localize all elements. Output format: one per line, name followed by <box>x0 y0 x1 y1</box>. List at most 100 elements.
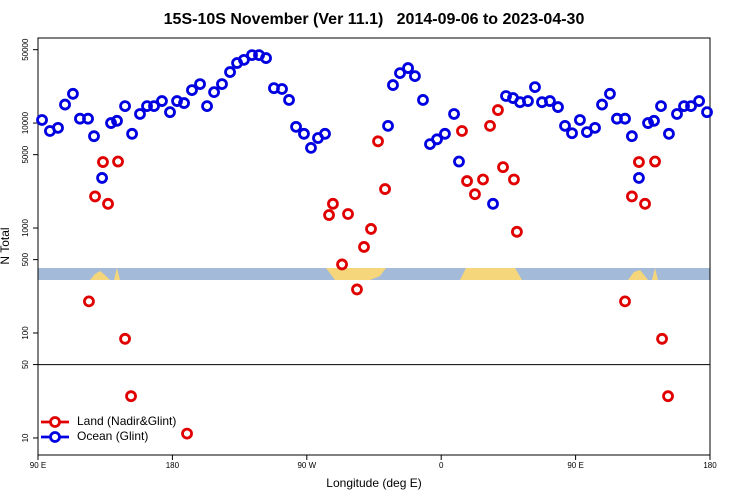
point <box>105 117 117 129</box>
point <box>111 114 123 127</box>
point <box>648 114 660 127</box>
point <box>298 127 310 140</box>
land-shape <box>90 271 110 280</box>
point <box>141 100 153 113</box>
plot-frame <box>37 37 711 456</box>
x-tick-label: 180 <box>166 461 180 470</box>
point <box>186 84 198 97</box>
point <box>566 127 578 140</box>
point <box>52 121 64 134</box>
point <box>574 114 586 126</box>
point <box>365 223 377 235</box>
point <box>82 112 94 125</box>
point <box>246 49 258 61</box>
point <box>633 172 645 184</box>
point <box>456 125 468 137</box>
point <box>655 100 667 113</box>
point <box>283 94 295 106</box>
point <box>216 78 228 90</box>
point <box>662 390 674 403</box>
y-tick-label: 1000 <box>21 219 30 237</box>
x-tick-label: 90 W <box>297 461 316 470</box>
point <box>319 127 331 140</box>
point <box>36 114 48 126</box>
point <box>544 95 556 107</box>
point <box>97 156 109 168</box>
land-shape <box>114 268 120 280</box>
point <box>156 95 168 107</box>
point <box>589 121 601 134</box>
legend-label: Land (Nadir&Glint) <box>77 414 176 428</box>
point <box>201 100 213 113</box>
point <box>685 100 697 113</box>
point <box>238 53 250 66</box>
point <box>387 79 399 91</box>
point <box>305 141 317 154</box>
point <box>642 117 654 129</box>
point <box>125 390 137 403</box>
point <box>290 120 302 133</box>
point <box>181 427 193 440</box>
map-strip <box>38 268 710 280</box>
point <box>224 66 236 78</box>
point <box>358 241 370 253</box>
point <box>96 172 108 184</box>
point <box>119 332 131 345</box>
y-tick-label: 5000 <box>21 145 30 163</box>
point <box>148 100 160 113</box>
point <box>194 78 206 90</box>
land-shape <box>460 268 522 280</box>
point <box>529 81 541 94</box>
point <box>402 62 414 74</box>
point <box>487 197 499 210</box>
point <box>693 95 705 107</box>
point <box>164 106 176 119</box>
point <box>327 197 339 210</box>
point <box>59 98 71 111</box>
point <box>88 130 100 143</box>
point <box>372 135 384 148</box>
point <box>469 188 481 201</box>
point <box>178 97 190 109</box>
y-tick-label: 100 <box>21 326 30 340</box>
point <box>461 175 473 187</box>
point <box>559 119 571 132</box>
point <box>596 98 608 111</box>
point <box>394 67 406 80</box>
point <box>619 295 631 308</box>
point <box>382 119 394 132</box>
point <box>336 258 348 271</box>
point <box>663 127 675 140</box>
x-tick-label: 180 <box>703 461 717 470</box>
point <box>342 208 354 220</box>
point <box>633 156 645 168</box>
point <box>500 90 512 102</box>
point <box>625 190 638 203</box>
point <box>656 332 668 345</box>
point <box>89 190 101 203</box>
point <box>417 94 429 106</box>
point <box>639 197 651 210</box>
point <box>492 104 504 116</box>
point <box>678 100 690 113</box>
point <box>604 87 616 100</box>
point <box>171 95 183 107</box>
y-tick-label: 50000 <box>21 38 30 61</box>
y-tick-label: 500 <box>21 252 30 266</box>
point <box>260 52 272 64</box>
point <box>67 87 79 100</box>
y-tick-label: 10000 <box>21 111 30 134</box>
point <box>126 127 138 140</box>
point <box>379 183 391 195</box>
point <box>511 225 523 238</box>
land-shape <box>628 270 648 280</box>
legend-marker <box>49 416 61 428</box>
land-shape <box>326 268 386 280</box>
point <box>619 112 631 125</box>
point <box>448 108 460 120</box>
point <box>484 119 496 132</box>
x-tick-label: 90 E <box>30 461 46 470</box>
legend-marker <box>49 431 61 443</box>
x-axis-label: Longitude (deg E) <box>326 476 421 490</box>
